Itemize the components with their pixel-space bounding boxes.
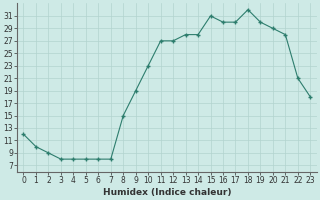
X-axis label: Humidex (Indice chaleur): Humidex (Indice chaleur) (103, 188, 231, 197)
